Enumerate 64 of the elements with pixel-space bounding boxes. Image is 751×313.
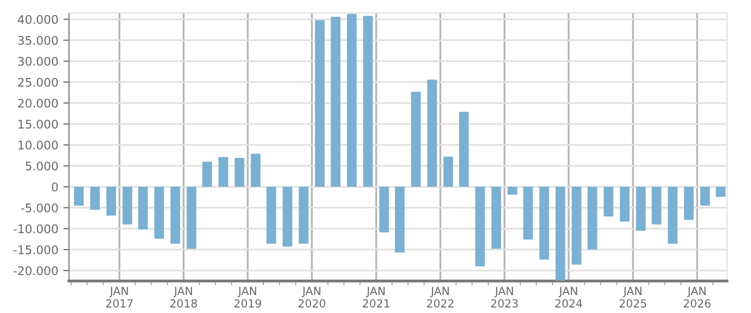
bar bbox=[700, 186, 710, 206]
x-tick-label: JAN 2022 bbox=[427, 286, 454, 308]
x-tick-label: JAN 2025 bbox=[620, 286, 646, 308]
bar bbox=[620, 186, 630, 222]
x-tick-label: JAN 2026 bbox=[684, 286, 711, 308]
bar bbox=[282, 186, 292, 247]
bar bbox=[459, 112, 469, 187]
y-tick-label: 20.000 bbox=[18, 98, 58, 108]
bar bbox=[218, 157, 228, 187]
bar bbox=[363, 16, 373, 187]
bar bbox=[475, 186, 485, 266]
bar bbox=[330, 16, 340, 187]
bar bbox=[90, 186, 100, 210]
y-tick-label: 25.000 bbox=[18, 78, 58, 87]
bar bbox=[604, 186, 614, 217]
bar bbox=[508, 186, 518, 195]
y-tick-label: 0 bbox=[52, 182, 58, 192]
y-tick-label: -20.000 bbox=[14, 266, 58, 276]
y-tick-label: -15.000 bbox=[14, 245, 58, 254]
bar bbox=[298, 186, 308, 244]
x-tick-label: JAN 2023 bbox=[491, 286, 518, 308]
bar bbox=[346, 14, 357, 187]
bar bbox=[154, 186, 164, 239]
bar bbox=[491, 186, 502, 249]
y-tick-label: 40.000 bbox=[18, 15, 58, 24]
bar bbox=[170, 186, 180, 244]
bar bbox=[379, 186, 389, 232]
y-tick-label: 15.000 bbox=[18, 120, 58, 129]
y-tick-label: -5.000 bbox=[21, 203, 58, 212]
bar bbox=[684, 186, 694, 220]
bar bbox=[556, 186, 566, 281]
y-tick-label: 30.000 bbox=[18, 56, 58, 66]
bar bbox=[572, 186, 582, 265]
x-tick-label: JAN 2018 bbox=[170, 286, 197, 308]
y-tick-label: 35.000 bbox=[18, 36, 58, 45]
bar bbox=[266, 186, 276, 244]
bar bbox=[122, 186, 132, 224]
bar bbox=[443, 156, 454, 187]
x-tick-label: JAN 2019 bbox=[234, 286, 262, 308]
bar bbox=[394, 186, 405, 253]
bar bbox=[106, 186, 116, 216]
bar bbox=[716, 186, 726, 197]
bar bbox=[539, 186, 550, 260]
bar bbox=[411, 92, 421, 187]
bar bbox=[636, 186, 646, 231]
x-tick-label: JAN 2024 bbox=[555, 286, 582, 308]
x-tick-label: JAN 2017 bbox=[106, 286, 133, 308]
bar bbox=[668, 186, 678, 244]
bar bbox=[74, 186, 84, 206]
bar bbox=[588, 186, 598, 250]
y-tick-label: 10.000 bbox=[18, 140, 58, 150]
bar bbox=[138, 186, 148, 230]
x-tick-label: JAN 2020 bbox=[298, 286, 326, 308]
bar bbox=[314, 20, 325, 187]
bar bbox=[186, 186, 196, 249]
x-tick-label: JAN 2021 bbox=[362, 286, 390, 308]
y-tick-label: 5.000 bbox=[26, 162, 58, 170]
y-tick-label: -10.000 bbox=[14, 224, 58, 234]
bar bbox=[234, 158, 244, 187]
bar bbox=[202, 162, 212, 187]
bar bbox=[523, 186, 533, 240]
bar bbox=[250, 154, 260, 187]
bar bbox=[652, 186, 662, 224]
bar bbox=[427, 80, 437, 187]
